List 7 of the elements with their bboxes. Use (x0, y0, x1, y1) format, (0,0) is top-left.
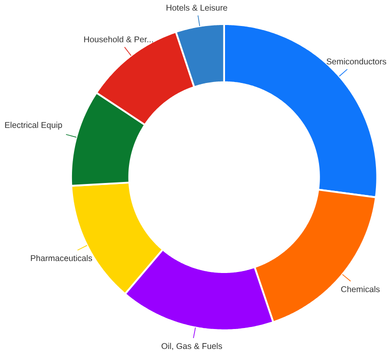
slice-label: Oil, Gas & Fuels (162, 343, 222, 350)
slice-label: Semiconductors (326, 58, 386, 65)
slice-label: Household & Per... (84, 36, 153, 43)
slice-label: Chemicals (341, 286, 380, 292)
slice-label: Pharmaceuticals (30, 255, 92, 262)
slice-label: Electrical Equip (5, 122, 62, 130)
slice-label: Hotels & Leisure (166, 4, 228, 11)
